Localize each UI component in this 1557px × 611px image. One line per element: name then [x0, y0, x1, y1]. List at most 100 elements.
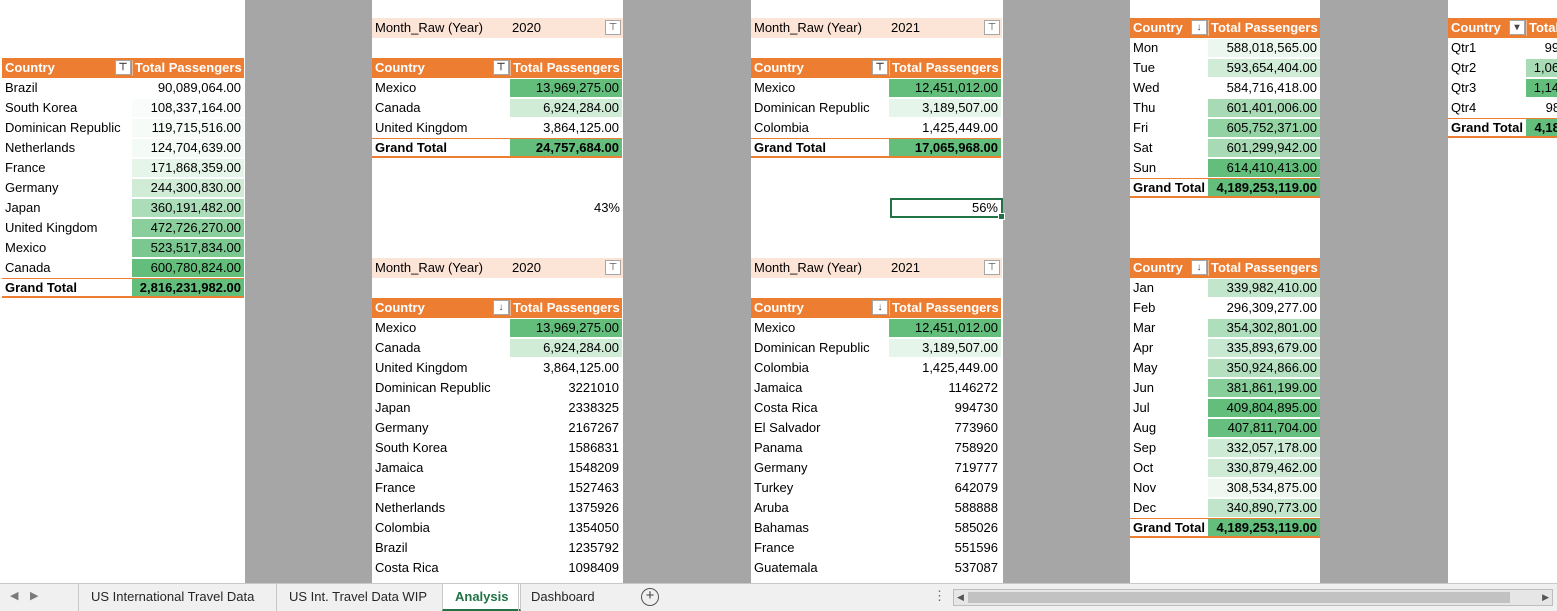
table-row[interactable]: Oct 330,879,462.00	[1130, 458, 1320, 478]
table-row[interactable]: Jamaica 1146272	[751, 378, 1001, 398]
pivot-page-filter[interactable]: Month_Raw (Year) 2020 ⊤	[372, 18, 623, 38]
table-row[interactable]: Germany 719777	[751, 458, 1001, 478]
table-row[interactable]: Apr 335,893,679.00	[1130, 338, 1320, 358]
table-row[interactable]: Costa Rica 1098409	[372, 558, 622, 578]
table-row[interactable]: Guatemala 537087	[751, 558, 1001, 578]
table-row[interactable]: South Korea 108,337,164.00	[2, 98, 244, 118]
grand-total-row[interactable]: Grand Total 17,065,968.00	[751, 138, 1001, 158]
table-row[interactable]: Dec 340,890,773.00	[1130, 498, 1320, 518]
sheet-tab[interactable]: US Int. Travel Data WIP	[276, 584, 439, 611]
table-row[interactable]: Mexico 523,517,834.00	[2, 238, 244, 258]
grand-total-row[interactable]: Grand Total 2,816,231,982.00	[2, 278, 244, 298]
filter-funnel-icon[interactable]: ⊤	[605, 20, 621, 35]
scroll-tabs-left-icon[interactable]: ◀	[10, 590, 19, 602]
filter-funnel-icon[interactable]: ⊤	[605, 260, 621, 275]
table-row[interactable]: Canada 6,924,284.00	[372, 98, 622, 118]
table-row[interactable]: Jamaica 1548209	[372, 458, 622, 478]
table-row[interactable]: Jan 339,982,410.00	[1130, 278, 1320, 298]
table-row[interactable]: Mexico 12,451,012.00	[751, 78, 1001, 98]
table-row[interactable]: Qtr4 980,305,110.00	[1448, 98, 1557, 118]
sheet-tab[interactable]: Analysis	[442, 584, 522, 611]
sort-icon[interactable]: ↓	[1191, 20, 1207, 35]
table-row[interactable]: Wed 584,716,418.00	[1130, 78, 1320, 98]
grand-total-row[interactable]: Grand Total 24,757,684.00	[372, 138, 622, 158]
dropdown-icon[interactable]: ▾	[1509, 20, 1525, 35]
table-row[interactable]: Japan 2338325	[372, 398, 622, 418]
table-row[interactable]: Dominican Republic 119,715,516.00	[2, 118, 244, 138]
table-row[interactable]: Qtr3 1,149,673,777.00	[1448, 78, 1557, 98]
table-row[interactable]: Dominican Republic 3,189,507.00	[751, 98, 1001, 118]
table-row[interactable]: Feb 296,309,277.00	[1130, 298, 1320, 318]
sort-descending-icon[interactable]: ↓	[493, 300, 509, 315]
table-row[interactable]: Germany 2167267	[372, 418, 622, 438]
table-row[interactable]: Canada 600,780,824.00	[2, 258, 244, 278]
table-row[interactable]: El Salvador 773960	[751, 418, 1001, 438]
table-row[interactable]: Germany 244,300,830.00	[2, 178, 244, 198]
sheet-tab[interactable]: US International Travel Data	[78, 584, 266, 611]
table-row[interactable]: France 1527463	[372, 478, 622, 498]
table-row[interactable]: Mexico 12,451,012.00	[751, 318, 1001, 338]
table-row[interactable]: Bahamas 585026	[751, 518, 1001, 538]
table-row[interactable]: South Korea 1586831	[372, 438, 622, 458]
table-row[interactable]: France 551596	[751, 538, 1001, 558]
filter-funnel-icon[interactable]: ⊤	[984, 20, 1000, 35]
table-row[interactable]: Qtr2 1,068,679,744.00	[1448, 58, 1557, 78]
table-row[interactable]: Tue 593,654,404.00	[1130, 58, 1320, 78]
table-row[interactable]: Fri 605,752,371.00	[1130, 118, 1320, 138]
table-row[interactable]: Colombia 1354050	[372, 518, 622, 538]
table-row[interactable]: Dominican Republic 3221010	[372, 378, 622, 398]
filter-sort-icon[interactable]: ⊤	[872, 60, 888, 75]
table-row[interactable]: France 171,868,359.00	[2, 158, 244, 178]
sort-descending-icon[interactable]: ↓	[872, 300, 888, 315]
table-row[interactable]: Nov 308,534,875.00	[1130, 478, 1320, 498]
table-row[interactable]: May 350,924,866.00	[1130, 358, 1320, 378]
table-row[interactable]: United Kingdom 3,864,125.00	[372, 358, 622, 378]
filter-sort-icon[interactable]: ⊤	[493, 60, 509, 75]
scroll-tabs-right-icon[interactable]: ▶	[30, 590, 39, 602]
scroll-left-icon[interactable]: ◀	[957, 592, 964, 602]
table-row[interactable]: Sep 332,057,178.00	[1130, 438, 1320, 458]
table-row[interactable]: United Kingdom 3,864,125.00	[372, 118, 622, 138]
table-row[interactable]: Netherlands 124,704,639.00	[2, 138, 244, 158]
table-row[interactable]: Mexico 13,969,275.00	[372, 78, 622, 98]
table-row[interactable]: Aruba 588888	[751, 498, 1001, 518]
table-row[interactable]: Mexico 13,969,275.00	[372, 318, 622, 338]
table-row[interactable]: Sat 601,299,942.00	[1130, 138, 1320, 158]
pivot-page-filter[interactable]: Month_Raw (Year) 2020 ⊤	[372, 258, 623, 278]
table-row[interactable]: Qtr1 990,594,488.00	[1448, 38, 1557, 58]
table-row[interactable]: Turkey 642079	[751, 478, 1001, 498]
table-row[interactable]: Mar 354,302,801.00	[1130, 318, 1320, 338]
table-row[interactable]: Panama 758920	[751, 438, 1001, 458]
table-row[interactable]: Aug 407,811,704.00	[1130, 418, 1320, 438]
selected-cell-percentage[interactable]: 56%	[890, 198, 1005, 220]
pivot-page-filter[interactable]: Month_Raw (Year) 2021 ⊤	[751, 258, 1002, 278]
table-row[interactable]: Brazil 90,089,064.00	[2, 78, 244, 98]
table-row[interactable]: Colombia 1,425,449.00	[751, 358, 1001, 378]
table-row[interactable]: Colombia 1,425,449.00	[751, 118, 1001, 138]
scrollbar-thumb[interactable]	[968, 592, 1510, 603]
pivot-page-filter[interactable]: Month_Raw (Year) 2021 ⊤	[751, 18, 1002, 38]
table-row[interactable]: Jun 381,861,199.00	[1130, 378, 1320, 398]
sheet-tab[interactable]: Dashboard	[518, 584, 607, 611]
table-row[interactable]: Costa Rica 994730	[751, 398, 1001, 418]
cell-percentage[interactable]: 43%	[593, 200, 620, 215]
add-sheet-icon[interactable]: +	[641, 588, 659, 606]
table-row[interactable]: Sun 614,410,413.00	[1130, 158, 1320, 178]
table-row[interactable]: Dominican Republic 3,189,507.00	[751, 338, 1001, 358]
filter-funnel-icon[interactable]: ⊤	[984, 260, 1000, 275]
table-row[interactable]: Canada 6,924,284.00	[372, 338, 622, 358]
table-row[interactable]: Netherlands 1375926	[372, 498, 622, 518]
scroll-right-icon[interactable]: ▶	[1542, 592, 1549, 602]
filter-sort-icon[interactable]: ⊤	[115, 60, 131, 75]
table-row[interactable]: Brazil 1235792	[372, 538, 622, 558]
table-row[interactable]: Thu 601,401,006.00	[1130, 98, 1320, 118]
table-row[interactable]: Japan 360,191,482.00	[2, 198, 244, 218]
more-options-icon[interactable]: ⋮	[933, 588, 946, 603]
sort-icon[interactable]: ↓	[1191, 260, 1207, 275]
table-row[interactable]: Mon 588,018,565.00	[1130, 38, 1320, 58]
table-row[interactable]: United Kingdom 472,726,270.00	[2, 218, 244, 238]
horizontal-scrollbar[interactable]: ◀ ▶	[953, 589, 1553, 606]
